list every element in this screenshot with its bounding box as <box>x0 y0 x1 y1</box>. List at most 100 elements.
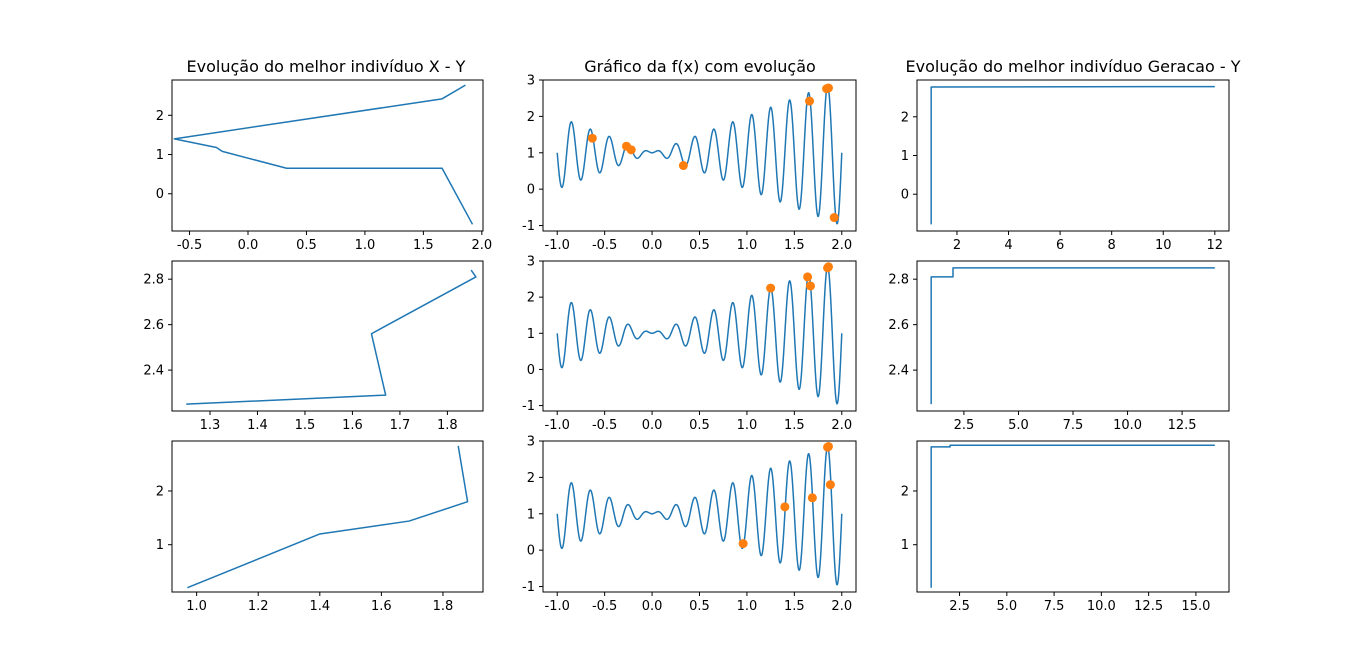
subplot-fx-1: -1.0 -0.5 0.0 0.5 1.0 1.5 2.0 -1 0 1 2 3 <box>522 74 857 253</box>
x-tick-label: 1.5 <box>784 418 805 433</box>
data-point <box>780 502 790 512</box>
axes-frame <box>171 260 484 412</box>
y-tick-label: 0 <box>527 363 535 378</box>
y-tick-label: 1 <box>901 538 909 553</box>
y-tick-label: 2 <box>156 109 164 124</box>
x-tick-label: 0.5 <box>689 599 710 614</box>
data-point <box>829 213 839 223</box>
series-line <box>187 445 469 589</box>
title-xy: Evolução do melhor indivíduo X - Y <box>187 57 466 76</box>
y-tick-label: 0 <box>527 544 535 559</box>
data-point <box>823 262 833 272</box>
x-tick-label: 1.0 <box>186 599 207 614</box>
data-point <box>587 133 597 143</box>
plot-area <box>187 445 469 589</box>
y-tick-label: 2 <box>901 484 909 499</box>
x-tick-label: 1.0 <box>737 599 758 614</box>
x-tick-label: 2.0 <box>831 599 852 614</box>
x-tick-label: -0.5 <box>592 418 617 433</box>
y-tick-label: 2 <box>901 110 909 125</box>
x-tick-label: 2 <box>953 238 961 253</box>
x-tick-label: 0.5 <box>689 418 710 433</box>
y-tick-label: 3 <box>527 255 535 270</box>
x-tick-label: 5.0 <box>996 599 1017 614</box>
x-tick-label: 0.0 <box>642 418 663 433</box>
x-tick-label: 1.6 <box>342 418 363 433</box>
x-tick-label: 1.0 <box>737 418 758 433</box>
x-tick-label: 10.0 <box>1087 599 1116 614</box>
x-tick-label: 2.0 <box>471 238 492 253</box>
data-point <box>807 493 817 503</box>
y-tick-label: 1 <box>156 148 164 163</box>
title-gen: Evolução do melhor indivíduo Geracao - Y <box>906 57 1241 76</box>
plot-area <box>930 444 1215 588</box>
y-tick-label: 2.8 <box>143 273 164 288</box>
fx-curve <box>556 445 843 586</box>
x-tick-label: 1.5 <box>784 599 805 614</box>
x-tick-label: 1.4 <box>247 418 268 433</box>
series-line <box>173 84 474 225</box>
axes-frame <box>171 79 484 232</box>
y-tick-label: 2.8 <box>888 273 909 288</box>
fx-curve <box>556 265 843 405</box>
x-tick-label: -1.0 <box>545 418 570 433</box>
x-tick-label: -1.0 <box>545 238 570 253</box>
data-point <box>825 480 835 490</box>
y-tick-label: 2.4 <box>888 364 909 379</box>
series-line <box>930 267 1215 405</box>
y-tick-label: 1 <box>527 327 535 342</box>
y-tick-label: 0 <box>156 187 164 202</box>
y-tick-label: 3 <box>527 435 535 450</box>
y-tick-label: 2.4 <box>143 364 164 379</box>
x-tick-label: 2.5 <box>954 418 975 433</box>
x-tick-label: -0.5 <box>177 238 202 253</box>
y-tick-label: 2.6 <box>888 318 909 333</box>
data-point <box>823 441 833 451</box>
axes-frame <box>916 260 1230 412</box>
axes-frame <box>916 79 1230 232</box>
x-tick-label: 1.7 <box>390 418 411 433</box>
x-tick-label: 1.8 <box>437 418 458 433</box>
x-tick-label: 7.5 <box>1063 418 1084 433</box>
plot-area <box>173 84 474 225</box>
y-tick-label: 2 <box>527 110 535 125</box>
subplot-gen-2: 2.5 5.0 7.5 10.0 12.5 2.4 2.6 2.8 <box>888 260 1230 433</box>
series-line <box>186 269 477 405</box>
x-tick-label: 1.5 <box>295 418 316 433</box>
y-tick-label: -1 <box>522 219 535 234</box>
x-tick-label: 2.0 <box>831 418 852 433</box>
x-tick-label: 1.3 <box>200 418 221 433</box>
x-tick-label: 1.5 <box>784 238 805 253</box>
axes-frame <box>171 440 484 593</box>
x-tick-label: -1.0 <box>545 599 570 614</box>
y-tick-label: 3 <box>527 74 535 89</box>
data-point <box>805 96 815 106</box>
y-tick-label: -1 <box>522 580 535 595</box>
data-point <box>823 83 833 93</box>
x-tick-label: 10.0 <box>1113 418 1142 433</box>
x-tick-label: 1.0 <box>355 238 376 253</box>
fx-curve <box>556 84 843 225</box>
x-tick-label: 1.2 <box>248 599 269 614</box>
x-tick-label: -0.5 <box>592 599 617 614</box>
y-tick-label: 2 <box>156 484 164 499</box>
subplot-xy-2: 1.3 1.4 1.5 1.6 1.7 1.8 2.4 2.6 2.8 <box>143 260 484 433</box>
x-tick-label: 7.5 <box>1044 599 1065 614</box>
subplot-fx-3: -1.0 -0.5 0.0 0.5 1.0 1.5 2.0 -1 0 1 2 3 <box>522 435 857 614</box>
x-tick-label: 0.0 <box>238 238 259 253</box>
plot-area <box>930 85 1215 225</box>
axes-frame <box>916 440 1230 593</box>
y-tick-label: 1 <box>901 149 909 164</box>
y-tick-label: 1 <box>527 146 535 161</box>
data-point <box>678 161 688 171</box>
subplot-xy-1: -0.5 0.0 0.5 1.0 1.5 2.0 0 1 2 <box>156 79 492 253</box>
x-tick-label: 12.5 <box>1168 418 1197 433</box>
plot-area <box>930 267 1215 405</box>
x-tick-label: 0.0 <box>642 238 663 253</box>
subplot-fx-2: -1.0 -0.5 0.0 0.5 1.0 1.5 2.0 -1 0 1 2 3 <box>522 255 857 433</box>
x-tick-label: 12.5 <box>1134 599 1163 614</box>
data-point <box>805 281 815 291</box>
x-tick-label: 8 <box>1108 238 1116 253</box>
x-tick-label: 0.5 <box>689 238 710 253</box>
